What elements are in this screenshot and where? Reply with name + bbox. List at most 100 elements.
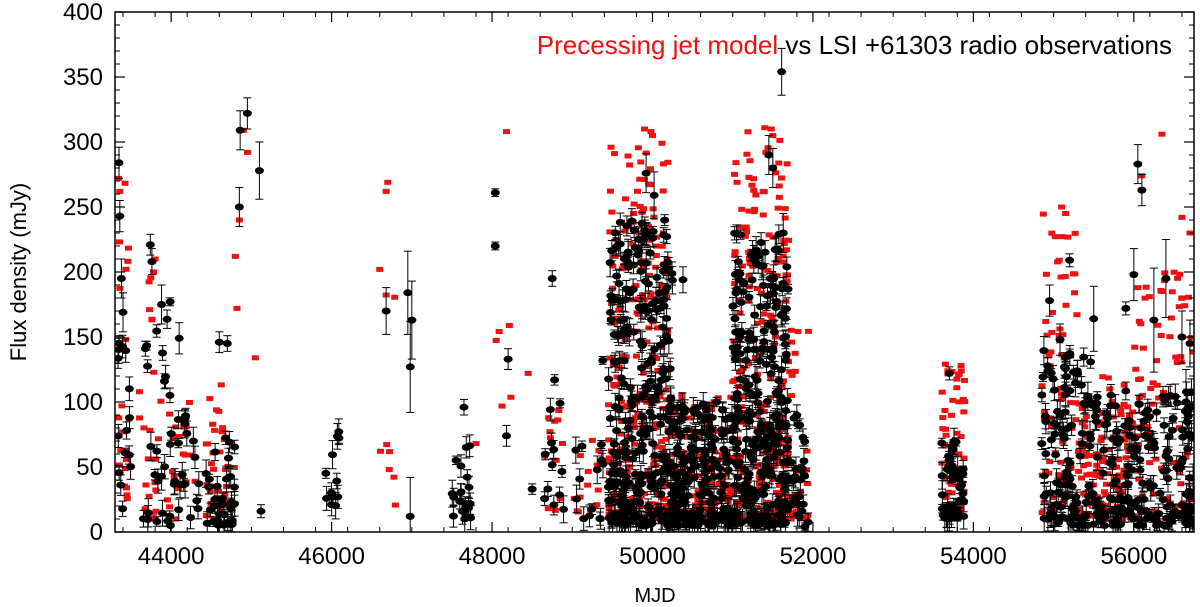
observation-point	[733, 258, 743, 266]
observation-point	[712, 398, 722, 406]
observation-point	[230, 500, 240, 508]
model-point	[1055, 257, 1063, 263]
model-point	[1051, 234, 1059, 240]
model-point	[122, 485, 130, 491]
model-point	[391, 502, 399, 508]
observation-point	[572, 495, 582, 503]
model-point	[739, 394, 747, 400]
observation-point	[937, 472, 947, 480]
model-point	[209, 421, 217, 427]
model-point	[760, 311, 768, 317]
model-point	[150, 369, 158, 375]
model-point	[751, 206, 759, 212]
model-point	[147, 275, 155, 281]
model-point	[1134, 285, 1142, 291]
model-point	[150, 269, 158, 275]
observation-point	[758, 472, 768, 480]
observation-point	[540, 450, 550, 458]
model-point	[630, 201, 638, 207]
model-point	[1168, 289, 1176, 295]
model-point	[765, 232, 773, 238]
observation-point	[543, 485, 553, 493]
model-point	[784, 450, 792, 456]
observation-point	[625, 416, 635, 424]
model-point	[791, 350, 799, 356]
model-point	[1045, 470, 1053, 476]
observation-point	[799, 457, 809, 465]
observation-point	[555, 491, 565, 499]
model-point	[634, 145, 642, 151]
model-point	[222, 466, 230, 472]
observation-point	[760, 248, 770, 256]
model-point	[691, 493, 699, 499]
model-point	[584, 482, 592, 488]
model-point	[1075, 401, 1083, 407]
model-point	[750, 176, 758, 182]
observation-point	[668, 471, 678, 479]
observation-point	[687, 433, 697, 441]
observation-point	[685, 476, 695, 484]
observation-point	[115, 432, 123, 440]
observation-point	[606, 316, 616, 324]
model-point	[1048, 329, 1056, 335]
observation-point	[629, 498, 639, 506]
observation-point	[595, 515, 605, 523]
model-point	[1115, 457, 1123, 463]
model-point	[1082, 450, 1090, 456]
model-point	[1172, 354, 1180, 360]
model-point	[1164, 496, 1172, 502]
observation-point	[138, 515, 148, 523]
model-point	[551, 418, 559, 424]
observation-point	[115, 354, 123, 362]
model-point	[787, 327, 795, 333]
observation-point	[659, 261, 669, 269]
model-point	[1099, 455, 1107, 461]
observation-point	[676, 432, 686, 440]
model-point	[383, 442, 391, 448]
model-point	[207, 461, 215, 467]
y-axis-title: Flux density (mJy)	[6, 183, 31, 361]
observation-point	[723, 466, 733, 474]
observation-point	[648, 396, 658, 404]
model-point	[658, 243, 666, 249]
model-point	[1178, 295, 1186, 301]
model-point	[1041, 409, 1049, 415]
model-point	[595, 448, 603, 454]
model-point	[1153, 382, 1161, 388]
model-point	[746, 158, 754, 164]
model-point	[658, 439, 666, 445]
model-point	[745, 272, 753, 278]
observation-point	[212, 482, 222, 490]
model-point	[710, 484, 718, 490]
observation-point	[328, 451, 338, 459]
model-point	[661, 483, 669, 489]
model-point	[613, 374, 621, 380]
model-point	[785, 494, 793, 500]
model-point	[662, 503, 670, 509]
observation-point	[781, 356, 791, 364]
model-point	[211, 427, 219, 433]
model-point	[216, 449, 224, 455]
model-point	[939, 415, 947, 421]
observation-point	[190, 453, 200, 461]
model-point	[498, 403, 506, 409]
observation-point	[739, 377, 749, 385]
model-point	[140, 425, 148, 431]
model-point	[121, 180, 129, 186]
model-point	[783, 247, 791, 253]
observation-point	[730, 315, 740, 323]
model-point	[1057, 476, 1065, 482]
observation-point	[683, 492, 693, 500]
model-point	[115, 415, 123, 421]
model-point	[176, 433, 184, 439]
model-point	[713, 499, 721, 505]
model-point	[944, 489, 952, 495]
observation-point	[623, 263, 633, 271]
observation-point	[740, 465, 750, 473]
observation-point	[759, 438, 769, 446]
model-point	[752, 464, 760, 470]
model-point	[735, 224, 743, 230]
model-point	[775, 194, 783, 200]
observation-point	[673, 444, 683, 452]
observation-point	[765, 421, 775, 429]
